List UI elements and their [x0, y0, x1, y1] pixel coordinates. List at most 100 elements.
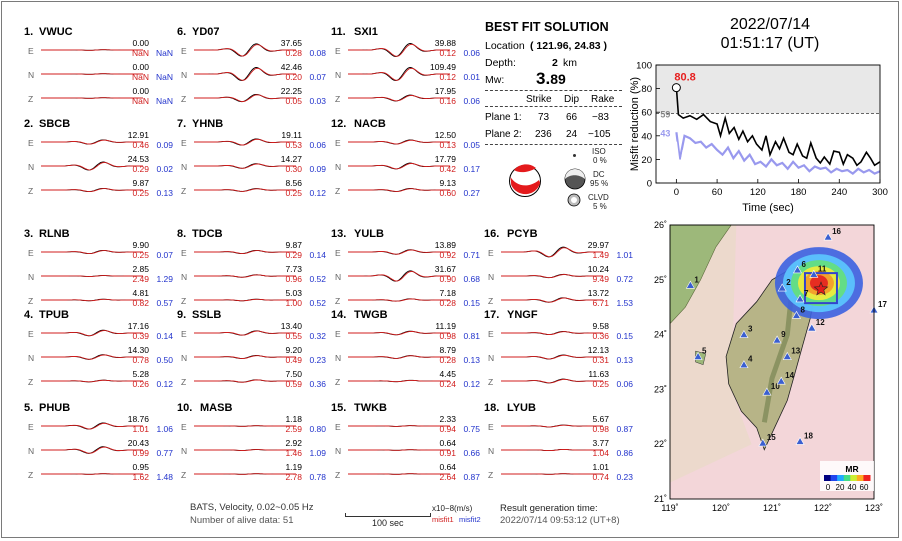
station-name: TDCB: [192, 228, 223, 240]
amplitude-value: 37.65: [281, 38, 303, 48]
station-number: 10.: [177, 402, 192, 414]
misfit1-value: 0.59: [285, 379, 302, 389]
generation-label: Result generation time:: [500, 503, 598, 514]
amplitude-value: 11.19: [435, 321, 456, 331]
station-triangle: [693, 351, 703, 360]
clvd-icon: [567, 193, 581, 207]
misfit1-value: 0.36: [592, 331, 609, 341]
synthetic-waveform: [501, 331, 603, 335]
component-label: Z: [28, 377, 33, 387]
component-label: N: [181, 70, 187, 80]
synthetic-waveform: [41, 73, 143, 75]
component-label: N: [181, 272, 187, 282]
epicenter-star: [813, 281, 829, 296]
component-label: Z: [488, 470, 493, 480]
misfit1-value: 0.96: [285, 274, 302, 284]
misfit1-value: 0.28: [285, 48, 302, 58]
misfit2-value: 0.09: [156, 140, 173, 150]
station-number: 6.: [177, 26, 186, 38]
station-triangle: [739, 329, 749, 338]
misfit2-value: 0.72: [616, 274, 633, 284]
time-scale-bar: [345, 513, 431, 517]
component-label: E: [28, 46, 34, 56]
station-label: 10: [771, 382, 780, 391]
misfit1-value: 0.28: [439, 298, 456, 308]
amplitude-value: 18.76: [128, 414, 150, 424]
station-name: RLNB: [39, 228, 70, 240]
synthetic-waveform: [348, 94, 450, 102]
amplitude-value: 8.56: [285, 178, 302, 188]
misfit2-value: 0.05: [463, 140, 480, 150]
station-number: 1.: [24, 26, 33, 38]
station-number: 18.: [484, 402, 499, 414]
station-name: YNGF: [507, 309, 538, 321]
x-tick-label: 180: [791, 187, 807, 198]
component-label: E: [181, 248, 187, 258]
misfit2-value: 0.32: [309, 331, 326, 341]
component-label: N: [335, 70, 341, 80]
station-label: 14: [785, 371, 794, 380]
y-tick-label: 60: [641, 108, 652, 119]
component-label: N: [28, 162, 34, 172]
misfit1-value: 0.60: [439, 188, 456, 198]
station-number: 7.: [177, 118, 186, 130]
station-triangle: [795, 436, 805, 445]
station-label: 16: [832, 227, 841, 236]
component-label: Z: [181, 94, 186, 104]
misfit2-value: 0.06: [616, 379, 633, 389]
map-frame: [669, 224, 875, 500]
location-label: Location: [485, 40, 525, 52]
beachball-compression-upper: [514, 164, 536, 173]
event-date: 2022/07/14: [729, 16, 811, 33]
misfit2-value: 0.86: [616, 448, 633, 458]
amplitude-value: 17.79: [435, 154, 457, 164]
location-value: ( 121.96, 24.83 ): [530, 40, 608, 52]
misfit1-value: 0.29: [132, 164, 149, 174]
colorbar-tick: 40: [848, 483, 857, 492]
misfit2-value: 0.07: [309, 72, 326, 82]
amplitude-value: 1.18: [285, 414, 302, 424]
amplitude-value: 4.81: [132, 288, 149, 298]
component-label: N: [488, 446, 494, 456]
peak-marker: [671, 83, 681, 93]
amplitude-value: 13.72: [588, 288, 610, 298]
station-number: 11.: [331, 26, 346, 38]
misfit1-value: 0.30: [285, 164, 302, 174]
misfit2-value: 1.29: [156, 274, 173, 284]
synthetic-waveform: [194, 94, 296, 102]
component-label: N: [181, 162, 187, 172]
misfit1-value: 0.94: [439, 424, 456, 434]
x-tick-label: 0: [674, 187, 679, 198]
synthetic-waveform: [41, 139, 143, 145]
station-label: 13: [791, 347, 800, 356]
synthetic-waveform: [348, 473, 450, 475]
station-label: 3: [748, 325, 753, 334]
misfit1-value: 0.28: [439, 355, 456, 365]
lat-tick-label: 23˚: [654, 384, 667, 394]
lat-tick-label: 24˚: [654, 330, 667, 340]
secondary-label: 43: [660, 128, 670, 138]
station-name: YHNB: [192, 118, 223, 130]
misfit2-value: 0.81: [463, 331, 480, 341]
plane1-strike: 73: [538, 112, 550, 123]
synthetic-waveform: [41, 446, 143, 454]
synthetic-waveform: [348, 425, 450, 427]
header-dip: Dip: [564, 94, 580, 105]
lon-tick-label: 119˚: [661, 503, 678, 513]
misfit1-value: 0.05: [285, 96, 302, 106]
component-label: E: [335, 46, 341, 56]
amplitude-value: 22.25: [281, 86, 303, 96]
synthetic-waveform: [501, 247, 603, 258]
misfit1-value: 9.49: [592, 274, 609, 284]
amplitude-value: 2.33: [439, 414, 456, 424]
synthetic-waveform: [194, 330, 296, 336]
misfit1-value: 0.82: [132, 298, 149, 308]
amplitude-value: 3.77: [592, 438, 609, 448]
amplitude-value: 29.97: [588, 240, 610, 250]
component-label: E: [28, 138, 34, 148]
beachball: [509, 164, 541, 197]
station-triangle: [792, 265, 803, 274]
station-label: 2: [786, 278, 791, 287]
synthetic-waveform: [194, 449, 296, 451]
